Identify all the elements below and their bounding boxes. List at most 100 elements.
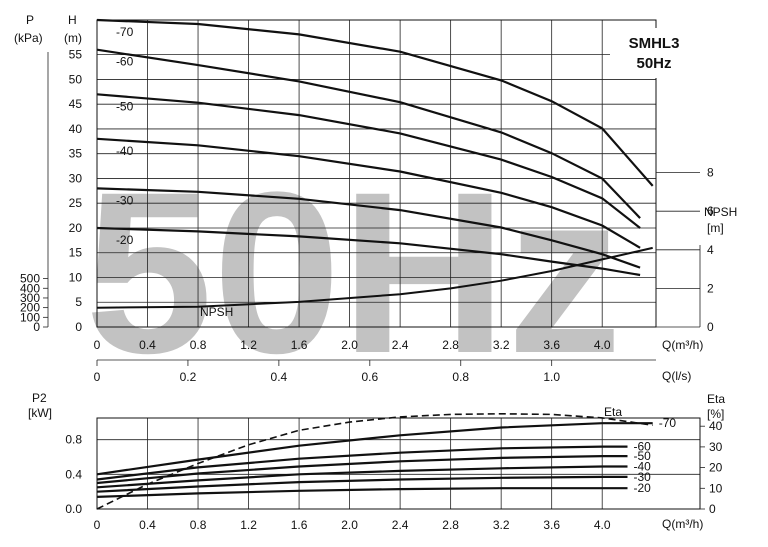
p-tick-1: 100 xyxy=(20,310,40,324)
h-tick-10: 50 xyxy=(69,72,83,86)
chart-title: SMHL3 xyxy=(629,35,680,52)
q-tick-2: 0.8 xyxy=(190,338,207,352)
p2-label-20: -20 xyxy=(633,481,651,495)
h-tick-1: 5 xyxy=(75,295,82,309)
h-tick-6: 30 xyxy=(69,171,83,185)
q-tick-4: 1.6 xyxy=(291,338,308,352)
h-curve-20 xyxy=(96,226,641,277)
eta-curve xyxy=(96,412,653,510)
p2-label-40: -40 xyxy=(633,460,651,474)
npsh-tick-0: 0 xyxy=(707,320,714,334)
p2-tick-2: 0.8 xyxy=(65,433,82,447)
eta-tick-1: 10 xyxy=(709,481,723,495)
p-tick-2: 200 xyxy=(20,301,40,315)
q-tick-6: 2.4 xyxy=(392,338,409,352)
bot-q-tick-9: 3.6 xyxy=(543,518,560,532)
p2-label-60: -60 xyxy=(633,440,651,454)
npsh-tick-3: 6 xyxy=(707,204,714,218)
h-curve-70 xyxy=(96,18,654,187)
p2-label-30: -30 xyxy=(633,470,651,484)
p2-axis-title: P2 xyxy=(32,391,47,405)
ls-tick-1: 0.2 xyxy=(180,370,197,384)
bot-plot-frame xyxy=(96,417,701,510)
p-axis-title: P xyxy=(26,13,34,27)
p2-tick-0: 0.0 xyxy=(65,502,82,516)
p2-tick-1: 0.4 xyxy=(65,467,82,481)
h-label-20: -20 xyxy=(116,233,134,247)
npsh-tick-1: 2 xyxy=(707,281,714,295)
q-axis-title: Q(m³/h) xyxy=(662,338,703,352)
npsh-curve xyxy=(96,246,653,309)
h-tick-3: 15 xyxy=(69,246,83,260)
h-label-70: -70 xyxy=(116,25,134,39)
h-tick-2: 10 xyxy=(69,270,83,284)
q-tick-7: 2.8 xyxy=(442,338,459,352)
bot-q-tick-10: 4.0 xyxy=(594,518,611,532)
h-label-30: -30 xyxy=(116,193,134,207)
p2-curve-50 xyxy=(96,455,628,485)
eta-axis-unit: [%] xyxy=(707,407,724,421)
q-tick-9: 3.6 xyxy=(543,338,560,352)
bot-q-tick-5: 2.0 xyxy=(341,518,358,532)
h-tick-9: 45 xyxy=(69,97,83,111)
q-tick-1: 0.4 xyxy=(139,338,156,352)
h-tick-7: 35 xyxy=(69,147,83,161)
title-box xyxy=(610,28,698,78)
q-tick-3: 1.2 xyxy=(240,338,257,352)
ls-tick-2: 0.4 xyxy=(271,370,288,384)
ls-tick-5: 1.0 xyxy=(543,370,560,384)
chart-subtitle: 50Hz xyxy=(636,55,671,72)
h-label-40: -40 xyxy=(116,144,134,158)
p2-label-50: -50 xyxy=(633,449,651,463)
p2-curve-70 xyxy=(96,422,653,476)
bot-q-tick-4: 1.6 xyxy=(291,518,308,532)
h-curve-50 xyxy=(96,93,641,229)
bot-q-tick-7: 2.8 xyxy=(442,518,459,532)
eta-tick-3: 30 xyxy=(709,440,723,454)
bot-q-tick-8: 3.2 xyxy=(493,518,510,532)
ls-tick-4: 0.8 xyxy=(452,370,469,384)
h-axis-title: H xyxy=(68,13,77,27)
h-tick-0: 0 xyxy=(75,320,82,334)
eta-tick-4: 40 xyxy=(709,419,723,433)
h-curve-40 xyxy=(96,137,641,249)
bot-q-axis-title: Q(m³/h) xyxy=(662,517,703,531)
ls-axis-title: Q(l/s) xyxy=(662,369,691,383)
q-tick-0: 0 xyxy=(94,338,101,352)
h-axis-unit: (m) xyxy=(64,31,82,45)
npsh-axis-unit: [m] xyxy=(707,221,724,235)
bot-q-tick-1: 0.4 xyxy=(139,518,156,532)
p2-curve-60 xyxy=(96,445,628,481)
ls-tick-0: 0 xyxy=(94,370,101,384)
p2-label-70: -70 xyxy=(659,416,677,430)
eta-axis-title: Eta xyxy=(707,392,725,406)
p2-curve-20 xyxy=(96,487,628,498)
bot-q-tick-2: 0.8 xyxy=(190,518,207,532)
h-tick-11: 55 xyxy=(69,48,83,62)
eta-curve-label: Eta xyxy=(604,405,622,419)
q-tick-5: 2.0 xyxy=(341,338,358,352)
q-tick-8: 3.2 xyxy=(493,338,510,352)
p-tick-4: 400 xyxy=(20,281,40,295)
eta-tick-2: 20 xyxy=(709,461,723,475)
p2-curve-30 xyxy=(96,475,628,493)
ls-tick-3: 0.6 xyxy=(361,370,378,384)
npsh-tick-2: 4 xyxy=(707,243,714,257)
watermark-50hz: 50Hz xyxy=(85,144,622,401)
h-tick-8: 40 xyxy=(69,122,83,136)
p-tick-3: 300 xyxy=(20,291,40,305)
h-label-50: -50 xyxy=(116,99,134,113)
top-plot-frame xyxy=(96,19,657,328)
p2-curve-40 xyxy=(96,465,628,489)
h-curve-60 xyxy=(96,48,641,219)
npsh-curve-label: NPSH xyxy=(200,305,233,319)
bot-q-tick-0: 0 xyxy=(94,518,101,532)
npsh-axis-title: NPSH xyxy=(704,205,737,219)
p2-axis-unit: [kW] xyxy=(28,406,52,420)
bot-q-tick-6: 2.4 xyxy=(392,518,409,532)
p-tick-5: 500 xyxy=(20,272,40,286)
eta-tick-0: 0 xyxy=(709,502,716,516)
bot-q-tick-3: 1.2 xyxy=(240,518,257,532)
p-tick-0: 0 xyxy=(33,320,40,334)
